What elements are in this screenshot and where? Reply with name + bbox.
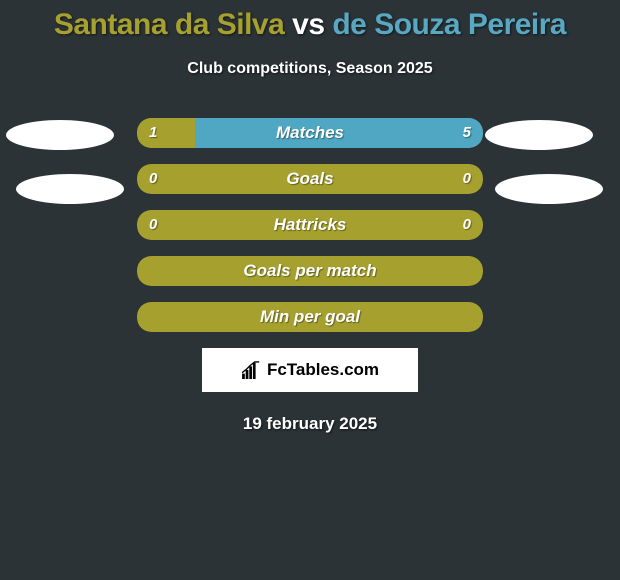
bar-label: Min per goal (137, 302, 483, 332)
brand-text: FcTables.com (267, 360, 379, 380)
decorative-ellipse (495, 174, 603, 204)
date-line: 19 february 2025 (0, 414, 620, 434)
brand-inner: FcTables.com (241, 360, 379, 380)
bar-label: Goals per match (137, 256, 483, 286)
player-left-name: Santana da Silva (54, 8, 284, 41)
stat-bar: 00Goals (137, 164, 483, 194)
subtitle: Club competitions, Season 2025 (0, 60, 620, 78)
player-right-name: de Souza Pereira (332, 8, 566, 41)
decorative-ellipse (485, 120, 593, 150)
bar-label: Hattricks (137, 210, 483, 240)
brand-box: FcTables.com (202, 348, 418, 392)
decorative-ellipse (6, 120, 114, 150)
page-title: Santana da Silva vs de Souza Pereira (0, 8, 620, 42)
stats-area: 15Matches 00Goals 00Hattricks Goals per mat… (0, 118, 620, 332)
stat-bar: 15Matches (137, 118, 483, 148)
stat-bar: 00Hattricks (137, 210, 483, 240)
vs-text: vs (284, 8, 332, 41)
infographic-root: Santana da Silva vs de Souza Pereira Clu… (0, 0, 620, 434)
stat-bar: Min per goal (137, 302, 483, 332)
bars-chart-icon (241, 361, 263, 379)
stat-bar: Goals per match (137, 256, 483, 286)
bar-label: Goals (137, 164, 483, 194)
bar-label: Matches (137, 118, 483, 148)
decorative-ellipse (16, 174, 124, 204)
